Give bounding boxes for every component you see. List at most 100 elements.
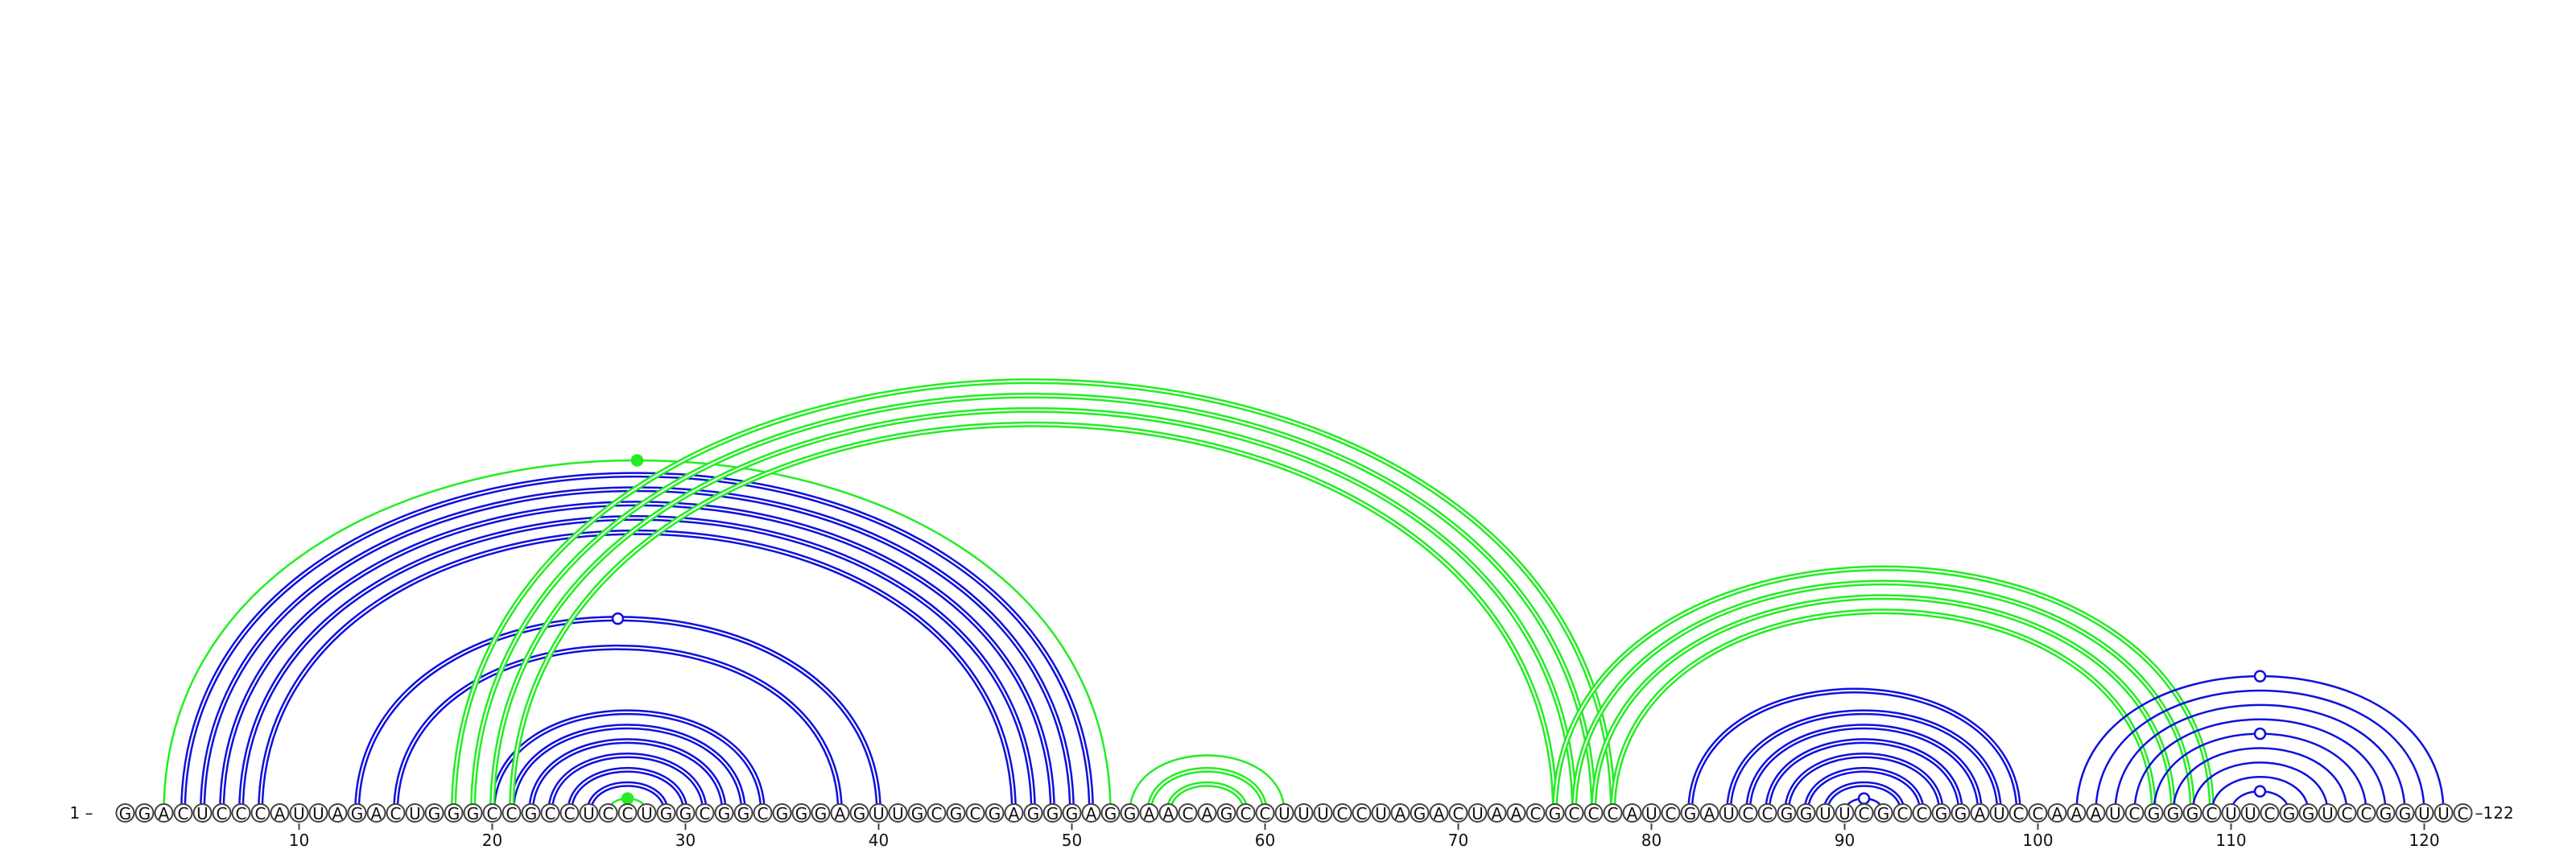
arc-marker-102-121 bbox=[2253, 670, 2267, 683]
nucleotide-77: C bbox=[1583, 803, 1604, 823]
nucleotide-18: G bbox=[444, 803, 464, 823]
arc-gap-25-29 bbox=[588, 783, 667, 814]
nucleotide-letter: C bbox=[2013, 804, 2025, 823]
arc-blue-109-114 bbox=[2211, 776, 2310, 814]
nucleotide-letter: C bbox=[1356, 804, 1368, 823]
nucleotide-circle bbox=[1564, 803, 1584, 823]
nucleotide-letter: G bbox=[1955, 804, 1967, 823]
nucleotide-55: A bbox=[1158, 803, 1179, 823]
nucleotide-58: G bbox=[1216, 803, 1236, 823]
tick-label-60: 60 bbox=[1255, 831, 1275, 850]
nucleotide-61: U bbox=[1274, 803, 1294, 823]
nucleotide-letter: C bbox=[1588, 804, 1600, 823]
nucleotide-circle bbox=[231, 803, 251, 823]
nucleotide-41: U bbox=[888, 803, 908, 823]
nucleotide-letter: A bbox=[835, 804, 846, 823]
nucleotide-52: G bbox=[1100, 803, 1121, 823]
nucleotide-letter: A bbox=[1144, 804, 1155, 823]
nucleotide-48: G bbox=[1023, 803, 1043, 823]
nucleotide-circle bbox=[1583, 803, 1604, 823]
nucleotide-letter: G bbox=[718, 804, 731, 823]
nucleotide-120: U bbox=[2414, 803, 2434, 823]
nucleotide-circle bbox=[2414, 803, 2434, 823]
nucleotide-circle bbox=[2240, 803, 2260, 823]
nucleotide-circle bbox=[985, 803, 1005, 823]
nucleotide-letter: C bbox=[1260, 804, 1271, 823]
nucleotide-letter: G bbox=[1220, 804, 1233, 823]
nucleotide-circle bbox=[1197, 803, 1217, 823]
nucleotide-circle bbox=[811, 803, 831, 823]
nucleotide-letter: C bbox=[545, 804, 556, 823]
nucleotide-106: G bbox=[2144, 803, 2164, 823]
nucleotide-35: G bbox=[772, 803, 792, 823]
nucleotide-letter: C bbox=[1666, 804, 1677, 823]
nucleotide-47: A bbox=[1004, 803, 1024, 823]
nucleotide-letter: G bbox=[660, 804, 673, 823]
nucleotide-letter: C bbox=[758, 804, 769, 823]
tick-label-20: 20 bbox=[482, 831, 502, 850]
nucleotide-letter: U bbox=[2109, 804, 2121, 823]
arc-gap-21-75 bbox=[510, 423, 1556, 814]
arc-gap-21-33 bbox=[510, 725, 745, 814]
nucleotide-letter: U bbox=[1819, 804, 1831, 823]
nucleotide-11: U bbox=[308, 803, 328, 823]
nucleotide-letter: A bbox=[1627, 804, 1638, 823]
nucleotide-letter: U bbox=[1993, 804, 2005, 823]
nucleotide-circle bbox=[1004, 803, 1024, 823]
nucleotide-circle bbox=[2298, 803, 2318, 823]
nucleotide-circle bbox=[2279, 803, 2299, 823]
nucleotide-letter: C bbox=[1569, 804, 1580, 823]
nucleotide-75: G bbox=[1545, 803, 1565, 823]
nucleotide-1: G bbox=[115, 803, 135, 823]
nucleotide-letter: C bbox=[1530, 804, 1542, 823]
nucleotide-109: C bbox=[2202, 803, 2222, 823]
nucleotide-117: C bbox=[2356, 803, 2376, 823]
nucleotide-circle bbox=[637, 803, 657, 823]
nucleotide-letter: G bbox=[2186, 804, 2199, 823]
arc-blue-107-116 bbox=[2172, 747, 2348, 814]
nucleotide-circle bbox=[1081, 803, 1101, 823]
nucleotide-circle bbox=[347, 803, 367, 823]
nucleotide-letter: C bbox=[178, 804, 189, 823]
nucleotide-letter: A bbox=[371, 804, 382, 823]
arc-gap-84-98 bbox=[1728, 711, 2000, 814]
nucleotide-letter: U bbox=[1298, 804, 1310, 823]
nucleotide-27: C bbox=[617, 803, 638, 823]
nucleotide-37: G bbox=[811, 803, 831, 823]
nucleotide-circle bbox=[965, 803, 985, 823]
nucleotide-circle bbox=[1216, 803, 1236, 823]
nucleotide-17: G bbox=[424, 803, 444, 823]
nucleotide-59: C bbox=[1236, 803, 1256, 823]
nucleotide-42: G bbox=[907, 803, 927, 823]
nucleotide-circle bbox=[2202, 803, 2222, 823]
nucleotide-circle bbox=[2163, 803, 2183, 823]
arc-marker-3-52 bbox=[630, 454, 644, 467]
nucleotide-circle bbox=[2182, 803, 2202, 823]
nucleotide-86: C bbox=[1757, 803, 1777, 823]
nucleotide-10: U bbox=[289, 803, 309, 823]
nucleotide-letter: U bbox=[1839, 804, 1851, 823]
nucleotide-63: U bbox=[1313, 803, 1333, 823]
nucleotide-96: G bbox=[1951, 803, 1971, 823]
nucleotide-8: C bbox=[250, 803, 270, 823]
nucleotide-60: C bbox=[1255, 803, 1275, 823]
nucleotide-107: G bbox=[2163, 803, 2183, 823]
nucleotide-circle bbox=[540, 803, 560, 823]
nucleotide-circle bbox=[1255, 803, 1275, 823]
nucleotide-78: C bbox=[1603, 803, 1623, 823]
nucleotide-circle bbox=[1951, 803, 1971, 823]
arc-gap-24-30 bbox=[568, 769, 687, 814]
arc-green-53-61 bbox=[1129, 754, 1286, 814]
nucleotide-72: A bbox=[1487, 803, 1507, 823]
nucleotide-23: C bbox=[540, 803, 560, 823]
arc-blue-82-99 bbox=[1687, 687, 2021, 814]
nucleotide-56: C bbox=[1178, 803, 1198, 823]
nucleotide-122: C bbox=[2453, 803, 2473, 823]
nucleotide-letter: A bbox=[2052, 804, 2063, 823]
nucleotide-letter: C bbox=[2458, 804, 2469, 823]
tick-label-10: 10 bbox=[289, 831, 309, 850]
nucleotide-letter: U bbox=[1375, 804, 1387, 823]
nucleotide-circle bbox=[559, 803, 580, 823]
nucleotide-51: A bbox=[1081, 803, 1101, 823]
nucleotide-circle bbox=[1448, 803, 1468, 823]
